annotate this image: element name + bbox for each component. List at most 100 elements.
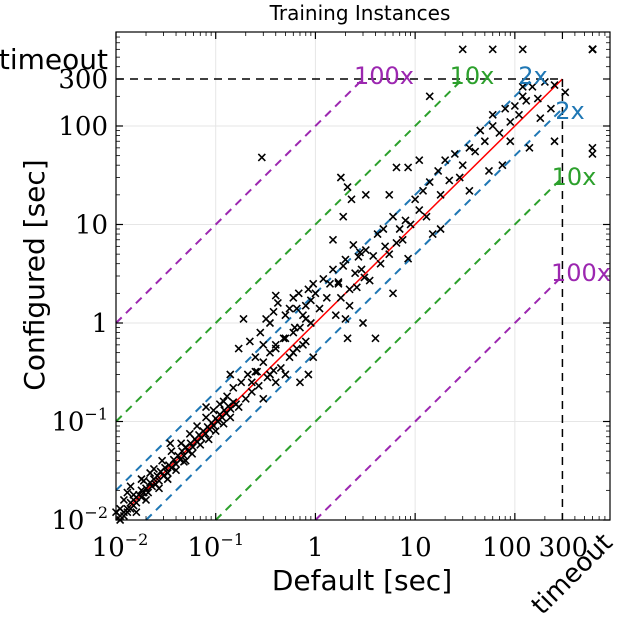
data-point	[339, 212, 348, 221]
data-point	[265, 370, 275, 379]
data-point	[281, 334, 290, 343]
data-point	[349, 240, 358, 250]
data-point	[304, 370, 313, 379]
data-point	[259, 340, 268, 349]
axis-ticks	[115, 32, 610, 521]
x-tick-label: 100	[482, 533, 532, 563]
y-tick-label: 10−2	[51, 503, 108, 536]
y-tick-label: 300	[58, 65, 108, 95]
data-point	[141, 484, 151, 493]
data-point	[355, 248, 365, 257]
data-point	[328, 265, 338, 274]
data-point	[476, 126, 485, 135]
data-point	[226, 370, 235, 379]
data-point	[185, 429, 194, 438]
data-point	[450, 149, 459, 159]
data-point	[510, 101, 519, 110]
data-point	[229, 383, 238, 392]
data-point	[234, 344, 243, 353]
data-point	[404, 163, 413, 172]
data-point	[422, 212, 431, 221]
ref-label-2x-right: 2x	[555, 97, 584, 125]
x-tick-label: 1	[307, 533, 324, 563]
data-point	[201, 413, 211, 422]
x-tick-label: 10	[399, 533, 432, 563]
data-point	[251, 353, 260, 362]
data-point	[311, 289, 320, 298]
data-point	[281, 370, 290, 379]
data-point	[322, 293, 331, 302]
data-point	[488, 110, 497, 119]
data-point	[158, 456, 167, 465]
data-point	[480, 137, 489, 146]
data-point	[123, 488, 132, 497]
data-point	[160, 463, 170, 472]
data-point	[341, 255, 350, 264]
ref-label-2x-upper: 2x	[518, 62, 547, 90]
data-point	[192, 421, 202, 431]
data-point	[436, 224, 445, 234]
data-point	[445, 176, 454, 185]
data-point	[411, 195, 420, 204]
data-point	[336, 173, 345, 182]
data-point	[334, 279, 343, 288]
data-point	[166, 439, 175, 448]
ref-label-10x-right: 10x	[552, 163, 597, 191]
data-point	[309, 279, 318, 288]
data-point	[506, 117, 515, 126]
data-point	[518, 82, 527, 91]
data-point	[334, 278, 343, 287]
data-point	[281, 311, 290, 320]
data-point	[153, 471, 162, 481]
data-point	[336, 293, 345, 302]
data-point	[343, 182, 352, 192]
data-point	[219, 419, 228, 428]
data-point	[465, 186, 474, 195]
data-point	[259, 358, 268, 367]
data-point	[398, 235, 407, 244]
data-point	[369, 251, 378, 260]
data-point	[123, 504, 132, 513]
data-point	[129, 490, 138, 499]
data-point	[434, 166, 443, 175]
data-point	[360, 273, 369, 282]
timeout-point	[518, 45, 527, 54]
data-point	[171, 466, 181, 475]
data-point	[514, 110, 524, 119]
data-point	[209, 406, 218, 415]
data-point	[167, 447, 176, 456]
data-point	[163, 475, 172, 484]
data-point	[425, 92, 434, 101]
data-point	[276, 363, 285, 372]
data-point	[358, 318, 368, 328]
y-tick-label: 10	[75, 210, 108, 240]
data-point	[294, 289, 303, 298]
timeout-point	[458, 45, 467, 54]
data-point	[219, 397, 228, 406]
data-point	[292, 304, 301, 313]
data-point	[495, 128, 504, 138]
timeout-point	[588, 149, 597, 159]
data-point	[265, 318, 275, 328]
timeout-point	[488, 45, 497, 54]
data-point	[506, 137, 515, 146]
data-point	[247, 387, 256, 396]
y-timeout-label: timeout	[0, 43, 108, 76]
data-point	[237, 378, 246, 387]
data-point	[354, 252, 363, 261]
data-point	[245, 337, 254, 346]
data-point	[126, 482, 135, 491]
timeout-point	[588, 45, 597, 54]
data-point	[271, 291, 280, 300]
data-point	[455, 173, 464, 182]
data-point	[441, 156, 450, 165]
data-point	[533, 94, 542, 103]
y-axis-label: Configured [sec]	[18, 159, 51, 390]
data-point	[279, 334, 288, 343]
data-point	[257, 153, 266, 162]
data-point	[385, 250, 394, 259]
data-point	[132, 508, 141, 517]
y-tick-label: 10−1	[51, 404, 108, 437]
